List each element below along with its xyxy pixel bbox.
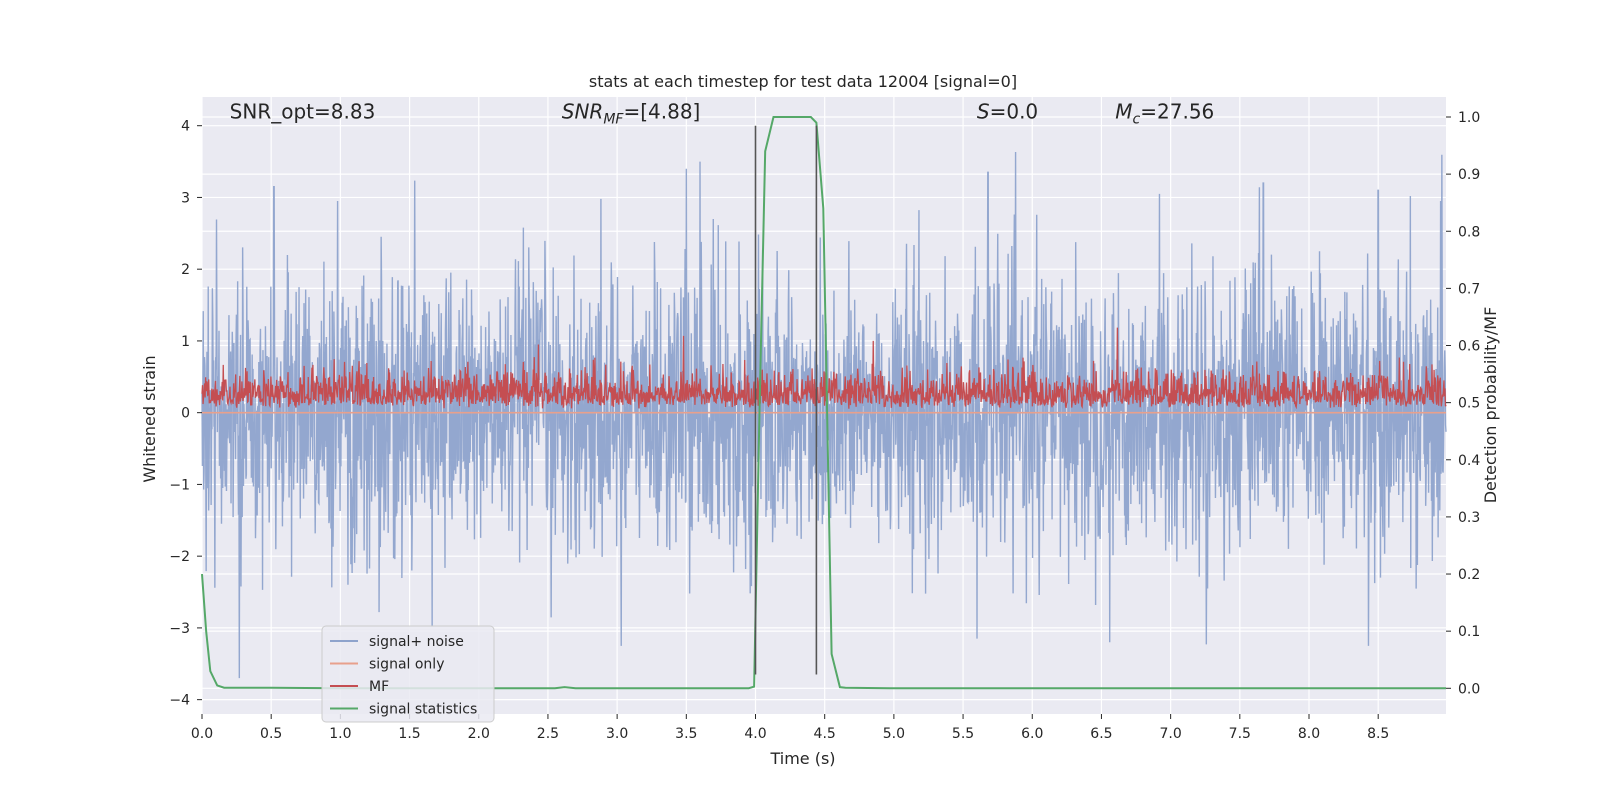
y-tick-label-left: −1 xyxy=(169,477,190,493)
chart-title: stats at each timestep for test data 120… xyxy=(589,72,1017,91)
stat-annotation: Mc=27.56 xyxy=(1115,99,1214,127)
x-tick-label: 1.0 xyxy=(329,726,351,742)
x-tick-label: 4.0 xyxy=(744,726,766,742)
y-tick-label-right: 0.5 xyxy=(1458,396,1480,412)
x-tick-label: 0.5 xyxy=(260,726,282,742)
plot-area: 0.0 0.5 1.0 1.5 2.0 2.5 3.0 3.5 4.0 4.5 5.0 5.5 6.0 6… xyxy=(169,97,1480,742)
x-tick-label: 2.0 xyxy=(468,726,490,742)
y-tick-label-right: 0.1 xyxy=(1458,624,1480,640)
y-tick-label-right: 0.3 xyxy=(1458,510,1480,526)
legend-label: MF xyxy=(369,679,389,695)
y-tick-label-right: 0.8 xyxy=(1458,224,1480,240)
y-tick-label-right: 1.0 xyxy=(1458,110,1480,126)
x-tick-label: 0.0 xyxy=(191,726,213,742)
x-tick-label: 4.5 xyxy=(814,726,836,742)
series-mf-line xyxy=(201,327,1447,410)
x-tick-label: 7.5 xyxy=(1229,726,1251,742)
y-tick-label-right: 0.7 xyxy=(1458,281,1480,297)
legend-box xyxy=(321,625,495,723)
y-tick-label-right: 0.2 xyxy=(1458,567,1480,583)
x-axis-label: Time (s) xyxy=(769,749,835,768)
legend-label: signal statistics xyxy=(369,702,477,718)
y-tick-label-right: 0.0 xyxy=(1458,681,1480,697)
series-signal-noise-line xyxy=(201,151,1447,679)
y-axis-right-label: Detection probability/MF xyxy=(1481,307,1500,504)
x-tick-label: 3.5 xyxy=(675,726,697,742)
series-signal-statistics-line xyxy=(201,116,1446,690)
y-tick-label-left: −2 xyxy=(169,549,190,565)
x-tick-label: 8.0 xyxy=(1298,726,1320,742)
x-tick-label: 7.0 xyxy=(1159,726,1181,742)
stat-annotation: SNR_opt=8.83 xyxy=(230,99,376,123)
x-tick-label: 5.0 xyxy=(883,726,905,742)
stat-annotation: S=0.0 xyxy=(977,99,1038,123)
y-tick-label-left: −4 xyxy=(169,693,190,709)
legend-label: signal only xyxy=(369,657,444,673)
y-tick-label-left: 3 xyxy=(181,190,190,206)
y-tick-label-left: 0 xyxy=(181,406,190,422)
x-tick-label: 6.0 xyxy=(1021,726,1043,742)
legend-label: signal+ noise xyxy=(369,634,464,650)
legend: signal+ noise signal only MF signal statist… xyxy=(321,625,495,723)
y-tick-label-left: 4 xyxy=(181,119,190,135)
x-tick-label: 5.5 xyxy=(952,726,974,742)
y-tick-label-left: 2 xyxy=(181,262,190,278)
x-tick-label: 3.0 xyxy=(606,726,628,742)
x-tick-label: 2.5 xyxy=(537,726,559,742)
y-tick-label-right: 0.4 xyxy=(1458,453,1480,469)
x-tick-label: 1.5 xyxy=(398,726,420,742)
stat-annotation: SNRMF=[4.88] xyxy=(562,99,701,127)
y-tick-label-left: 1 xyxy=(181,334,190,350)
x-tick-label: 8.5 xyxy=(1367,726,1389,742)
y-axis-left-label: Whitened strain xyxy=(140,355,159,482)
y-tick-label-right: 0.9 xyxy=(1458,167,1480,183)
y-tick-label-right: 0.6 xyxy=(1458,339,1480,355)
x-tick-label: 6.5 xyxy=(1090,726,1112,742)
y-tick-label-left: −3 xyxy=(169,621,190,637)
